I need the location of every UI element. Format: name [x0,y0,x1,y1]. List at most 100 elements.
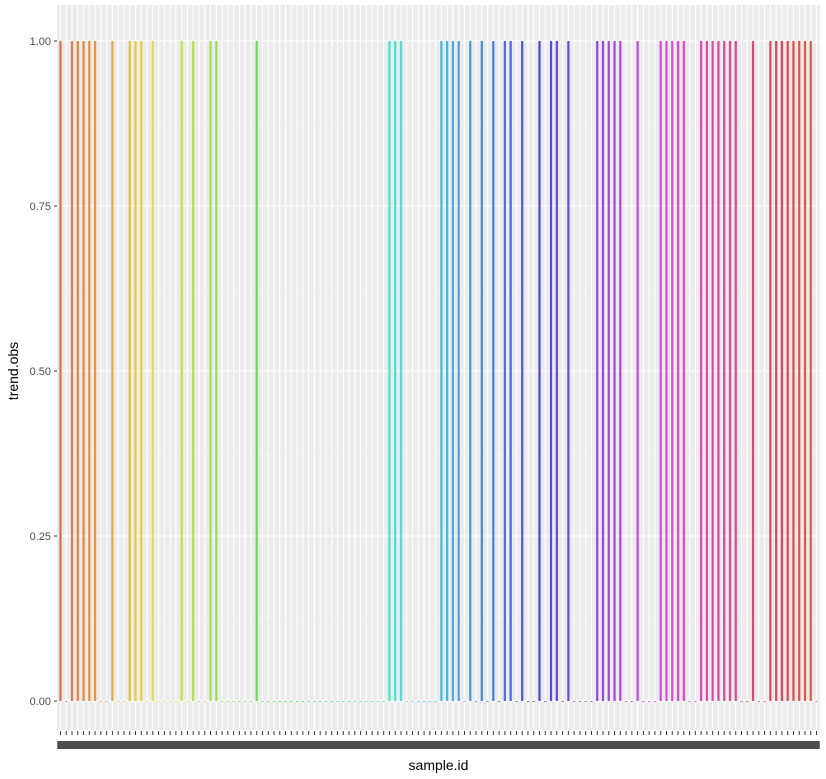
x-tick-label [530,741,537,749]
bar [503,41,506,701]
x-tick-label [651,741,659,749]
x-tick-label [697,741,705,749]
bar [319,701,322,702]
bar [399,41,403,701]
x-tick-label [778,741,786,749]
bar [232,701,235,702]
x-tick-label [126,741,133,749]
y-axis: 0.00 0.25 0.50 0.75 1.00 [30,36,57,708]
x-tick-label [91,741,99,749]
x-tick-label [755,741,763,749]
bar [694,701,697,702]
bar [746,701,749,702]
bar [613,41,616,701]
x-tick-label [80,741,87,749]
bar [723,41,726,701]
x-tick-label [772,741,780,749]
bar [272,701,276,702]
bar [59,41,62,701]
bar [359,701,362,702]
bar [128,41,131,701]
bar [734,41,737,701]
bar [705,41,708,701]
x-axis-title: sample.id [409,757,469,773]
x-tick-label [299,741,307,749]
x-tick-label [657,741,664,749]
x-tick-label [230,741,237,749]
bar [492,41,495,701]
bar [780,41,784,701]
bar [261,701,264,702]
bar [301,701,304,702]
x-tick-label [386,741,393,749]
x-tick-label [813,741,820,749]
x-tick-label [114,741,122,749]
bar [88,41,91,701]
x-tick-label [669,741,676,749]
x-tick-label [368,741,376,749]
bar [457,41,460,701]
bar [763,701,766,702]
bar [596,41,599,701]
bar [192,41,195,701]
x-tick-label [761,741,768,749]
x-tick-label [455,741,462,749]
bar [440,41,443,701]
x-tick-label [553,741,561,749]
bar [509,41,512,701]
x-tick-label [744,741,751,749]
bar [469,41,472,701]
x-tick-label [397,741,405,749]
bar [434,701,437,702]
x-tick-label [703,741,711,749]
bar [388,41,391,701]
x-tick-label [801,741,809,749]
x-tick-label [138,741,145,749]
bar [117,701,120,702]
bar [324,701,328,702]
bar [215,41,218,701]
bar [682,41,685,701]
bar [792,41,795,701]
x-tick-label [253,741,260,749]
x-tick-label [120,741,128,749]
x-tick-label [172,741,180,749]
x-tick-label [467,741,474,749]
x-tick-label [749,741,757,749]
x-tick-label [184,741,191,749]
x-tick-label [634,741,641,749]
bar [122,701,126,702]
x-tick-label [259,741,266,749]
bar [486,701,489,702]
bar [65,701,68,702]
data-bars [59,41,818,702]
panel-background [57,5,820,730]
bar [526,701,530,702]
x-tick-label [490,741,497,749]
x-tick-label [438,741,445,749]
x-tick-label [132,741,139,749]
bar [665,41,668,701]
x-tick-label [340,741,347,749]
x-tick-label [334,741,341,749]
y-tick-label: 0.00 [30,696,51,708]
x-tick-label [726,741,734,749]
bar [82,41,85,701]
x-tick-label [57,741,64,749]
bar [619,41,622,701]
x-tick-label [213,741,220,749]
x-tick-label [588,741,595,749]
x-tick-label [316,741,324,749]
x-tick-label [311,741,318,749]
bar [376,701,379,702]
x-tick-label [143,741,151,749]
bar [157,701,160,702]
bar [653,701,657,702]
bar [630,701,633,702]
bar [365,701,368,702]
bar [451,41,455,701]
x-tick-label [149,741,157,749]
bar [428,701,431,702]
bar [648,701,651,702]
